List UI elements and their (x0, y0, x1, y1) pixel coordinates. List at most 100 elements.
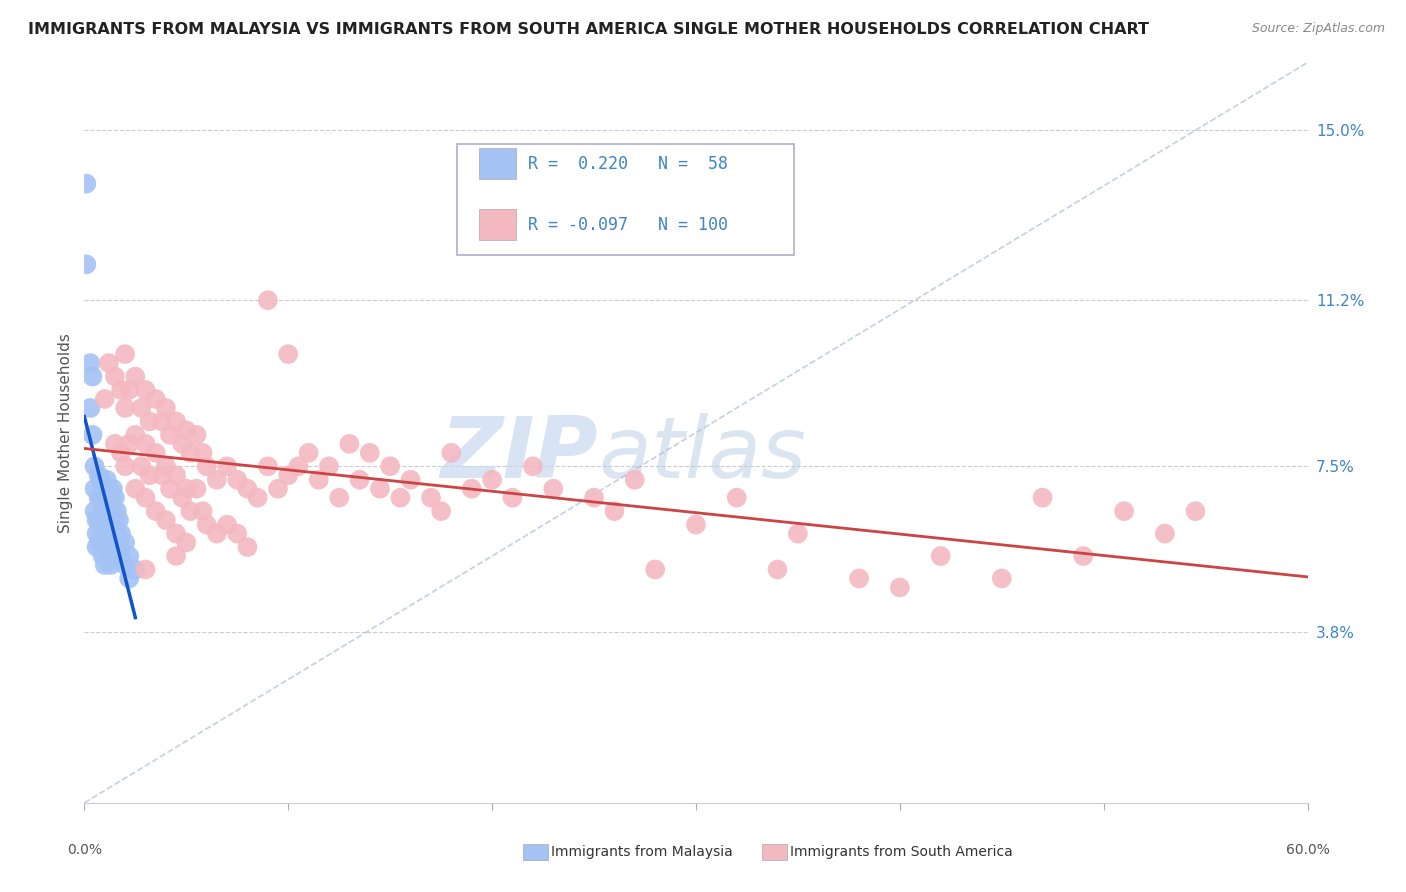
Point (848, 571, 870, 585)
Point (100, 535, 122, 549)
Point (135, 491, 157, 505)
Point (114, 347, 136, 361)
Point (186, 428, 208, 442)
Point (93, 535, 115, 549)
Point (172, 491, 194, 505)
Point (96, 473, 118, 487)
Point (118, 549, 141, 563)
Point (114, 558, 136, 572)
Point (101, 482, 124, 496)
Point (174, 482, 197, 496)
Point (399, 473, 422, 487)
Text: R =  0.220   N =  58: R = 0.220 N = 58 (529, 155, 728, 173)
Point (277, 468, 299, 483)
Point (543, 482, 565, 496)
Point (298, 446, 321, 460)
Point (179, 446, 201, 460)
Point (159, 482, 181, 496)
Point (108, 535, 131, 549)
Text: 0.0%: 0.0% (67, 843, 101, 857)
Point (1114, 504, 1136, 518)
Point (93, 558, 115, 572)
Point (131, 401, 153, 415)
Point (124, 428, 146, 442)
Point (90, 473, 112, 487)
Point (174, 423, 197, 437)
Point (118, 571, 141, 585)
Point (135, 383, 157, 397)
Point (83, 482, 105, 496)
Point (110, 526, 132, 541)
Point (217, 517, 239, 532)
Point (87, 513, 110, 527)
Point (522, 459, 544, 474)
Point (155, 459, 177, 474)
Point (93, 392, 115, 406)
Point (159, 428, 181, 442)
Point (186, 482, 208, 496)
Point (86, 513, 108, 527)
Point (165, 468, 187, 483)
Point (138, 414, 160, 428)
Point (685, 517, 707, 532)
Point (1032, 491, 1054, 505)
Bar (479, 148, 516, 179)
Point (91, 526, 114, 541)
Point (1154, 526, 1177, 541)
Point (929, 549, 952, 563)
Point (644, 562, 666, 576)
Point (101, 526, 124, 541)
Point (135, 562, 157, 576)
Point (766, 562, 789, 576)
Point (87, 535, 110, 549)
Point (100, 491, 122, 505)
Point (349, 473, 371, 487)
Point (86, 540, 108, 554)
Point (257, 293, 280, 308)
Point (991, 571, 1014, 585)
Point (91, 482, 114, 496)
Point (97, 356, 120, 370)
Y-axis label: Single Mother Households: Single Mother Households (58, 333, 73, 533)
Point (97, 504, 120, 518)
Point (110, 383, 132, 397)
Point (236, 482, 259, 496)
Point (105, 526, 128, 541)
Point (131, 459, 153, 474)
Point (75, 177, 97, 191)
Point (217, 459, 239, 474)
Point (246, 491, 269, 505)
Point (257, 459, 280, 474)
Point (87, 491, 110, 505)
Point (101, 549, 124, 563)
Point (96, 517, 118, 532)
Point (205, 473, 228, 487)
Point (236, 540, 259, 554)
Point (104, 513, 127, 527)
Point (318, 459, 340, 474)
Point (339, 437, 361, 451)
Text: ZIP: ZIP (440, 413, 598, 496)
Point (389, 491, 412, 505)
Text: Source: ZipAtlas.com: Source: ZipAtlas.com (1251, 22, 1385, 36)
Point (150, 414, 173, 428)
Point (165, 414, 187, 428)
Point (118, 437, 141, 451)
Point (481, 473, 503, 487)
Point (75, 257, 97, 271)
Point (145, 392, 167, 406)
Text: IMMIGRANTS FROM MALAYSIA VS IMMIGRANTS FROM SOUTH AMERICA SINGLE MOTHER HOUSEHOL: IMMIGRANTS FROM MALAYSIA VS IMMIGRANTS F… (28, 22, 1149, 37)
Point (205, 526, 228, 541)
Point (155, 401, 177, 415)
Point (155, 513, 177, 527)
Point (179, 504, 201, 518)
Point (79, 401, 101, 415)
Text: Immigrants from Malaysia: Immigrants from Malaysia (551, 845, 733, 859)
Point (124, 369, 146, 384)
Point (124, 562, 146, 576)
Point (87, 468, 110, 483)
Point (114, 401, 136, 415)
Point (267, 482, 290, 496)
Point (79, 356, 101, 370)
Point (138, 468, 160, 483)
